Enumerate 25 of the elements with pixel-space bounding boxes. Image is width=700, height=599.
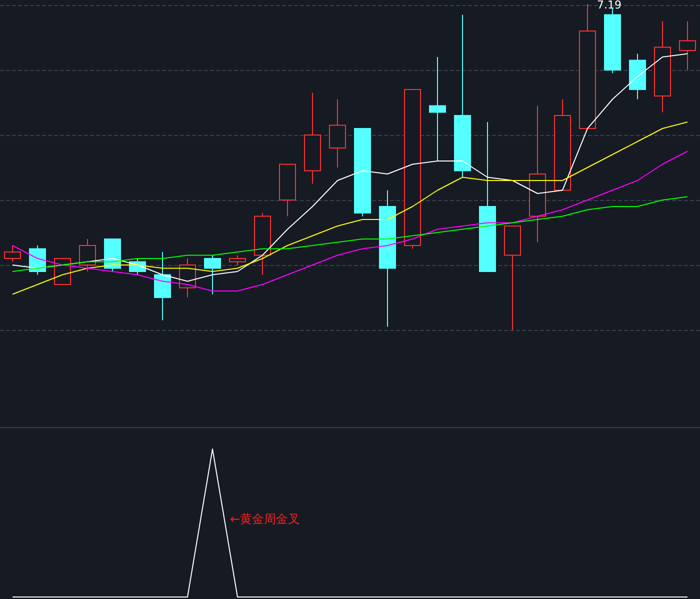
candlestick [354,128,371,217]
candlestick [229,254,246,266]
annotation: ←黄金周金叉 [230,512,300,526]
candlestick [679,20,696,70]
annotation: 7.19 [597,0,622,12]
candlestick [279,164,296,217]
candlestick [254,212,271,276]
candlestick [604,8,621,74]
candlestick [4,245,21,262]
candlestick [104,238,121,272]
candlestick [329,98,346,168]
candlestick [529,105,546,243]
candlestick [304,92,321,184]
candlestick [629,53,646,100]
candlestick [454,14,471,178]
candlestick [479,122,496,272]
candlestick [404,89,421,250]
candlestick [204,254,221,295]
candlestick [429,56,446,162]
candlestick [654,20,671,113]
candlestick [154,252,171,321]
candlestick [79,238,96,272]
candlestick [379,190,396,328]
candlestick [554,98,571,191]
candlestick [504,226,521,330]
